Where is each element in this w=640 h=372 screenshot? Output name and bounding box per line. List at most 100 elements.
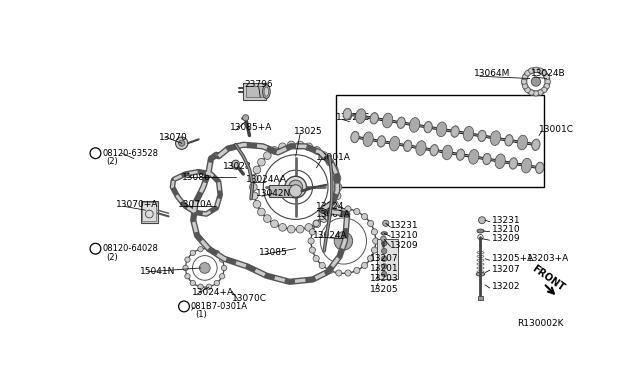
Circle shape — [313, 221, 319, 227]
Circle shape — [289, 181, 302, 193]
Circle shape — [522, 79, 527, 84]
Circle shape — [367, 256, 374, 262]
Bar — [141, 201, 158, 222]
Text: 13024AA: 13024AA — [246, 175, 287, 184]
Ellipse shape — [478, 130, 486, 142]
Ellipse shape — [397, 117, 405, 128]
Circle shape — [333, 192, 341, 200]
Ellipse shape — [532, 139, 540, 151]
Circle shape — [362, 262, 367, 269]
Ellipse shape — [517, 135, 527, 150]
Ellipse shape — [436, 122, 447, 137]
Ellipse shape — [522, 158, 532, 173]
Ellipse shape — [424, 121, 432, 133]
Circle shape — [545, 79, 550, 84]
Text: 13086: 13086 — [182, 173, 211, 182]
Text: 13210: 13210 — [492, 225, 520, 234]
Ellipse shape — [262, 85, 270, 99]
Circle shape — [296, 225, 304, 233]
Ellipse shape — [351, 132, 358, 142]
Circle shape — [538, 68, 543, 73]
Text: 13070: 13070 — [159, 132, 188, 141]
Circle shape — [319, 214, 325, 219]
Text: 13028: 13028 — [223, 162, 251, 171]
Circle shape — [538, 90, 543, 95]
Bar — [478, 296, 483, 300]
Ellipse shape — [479, 131, 485, 141]
Ellipse shape — [463, 126, 474, 141]
Circle shape — [381, 241, 387, 246]
Text: 13042N: 13042N — [255, 189, 291, 198]
Text: 15041N: 15041N — [140, 267, 175, 276]
Ellipse shape — [442, 145, 452, 160]
Circle shape — [381, 256, 387, 262]
Bar — [246, 86, 263, 97]
Text: 13205: 13205 — [369, 285, 398, 294]
Circle shape — [250, 192, 258, 200]
Circle shape — [541, 87, 547, 93]
Circle shape — [372, 238, 379, 244]
Circle shape — [264, 152, 271, 160]
Circle shape — [309, 229, 316, 235]
Ellipse shape — [532, 140, 539, 149]
Ellipse shape — [490, 131, 500, 145]
Circle shape — [541, 71, 547, 76]
Circle shape — [250, 183, 257, 191]
Text: B: B — [93, 246, 98, 252]
Ellipse shape — [536, 162, 544, 174]
Ellipse shape — [457, 150, 464, 159]
Circle shape — [309, 247, 316, 253]
Ellipse shape — [378, 137, 385, 146]
Ellipse shape — [371, 114, 378, 123]
Circle shape — [544, 74, 550, 80]
Text: 13201: 13201 — [369, 264, 398, 273]
Circle shape — [334, 183, 342, 191]
Ellipse shape — [477, 229, 484, 233]
Text: 13207: 13207 — [369, 254, 398, 263]
Circle shape — [220, 273, 225, 279]
Circle shape — [305, 224, 312, 231]
Text: 13020S: 13020S — [336, 113, 370, 122]
Circle shape — [198, 247, 204, 252]
Circle shape — [243, 115, 249, 121]
Circle shape — [190, 250, 195, 256]
Ellipse shape — [483, 153, 491, 165]
Circle shape — [198, 284, 204, 289]
Circle shape — [179, 140, 185, 146]
Text: 08120-64028: 08120-64028 — [102, 244, 158, 253]
Ellipse shape — [536, 163, 543, 173]
Circle shape — [253, 201, 261, 208]
Text: 13070+A: 13070+A — [115, 200, 158, 209]
Circle shape — [257, 208, 265, 216]
Circle shape — [533, 91, 539, 96]
Circle shape — [525, 87, 531, 93]
Circle shape — [214, 250, 220, 256]
Ellipse shape — [425, 122, 431, 132]
Circle shape — [531, 77, 541, 86]
Ellipse shape — [351, 131, 359, 143]
Circle shape — [257, 158, 265, 166]
Circle shape — [327, 267, 333, 273]
Ellipse shape — [510, 159, 516, 168]
Ellipse shape — [451, 126, 460, 137]
Text: 13202: 13202 — [492, 282, 520, 291]
Text: 13209: 13209 — [390, 241, 418, 250]
Ellipse shape — [476, 272, 484, 276]
Circle shape — [313, 147, 321, 154]
Ellipse shape — [495, 154, 506, 169]
Circle shape — [345, 206, 351, 212]
Circle shape — [529, 90, 534, 95]
Circle shape — [200, 263, 210, 273]
Text: (2): (2) — [106, 157, 118, 166]
Circle shape — [336, 206, 342, 212]
Circle shape — [319, 262, 325, 269]
Ellipse shape — [343, 108, 351, 120]
Text: 13085: 13085 — [259, 248, 287, 257]
Bar — [376, 239, 398, 279]
Ellipse shape — [416, 141, 426, 155]
Text: FRONT: FRONT — [530, 263, 566, 293]
Ellipse shape — [484, 154, 490, 164]
Ellipse shape — [468, 150, 479, 164]
Bar — [243, 83, 266, 100]
Text: 13070A: 13070A — [178, 200, 212, 209]
